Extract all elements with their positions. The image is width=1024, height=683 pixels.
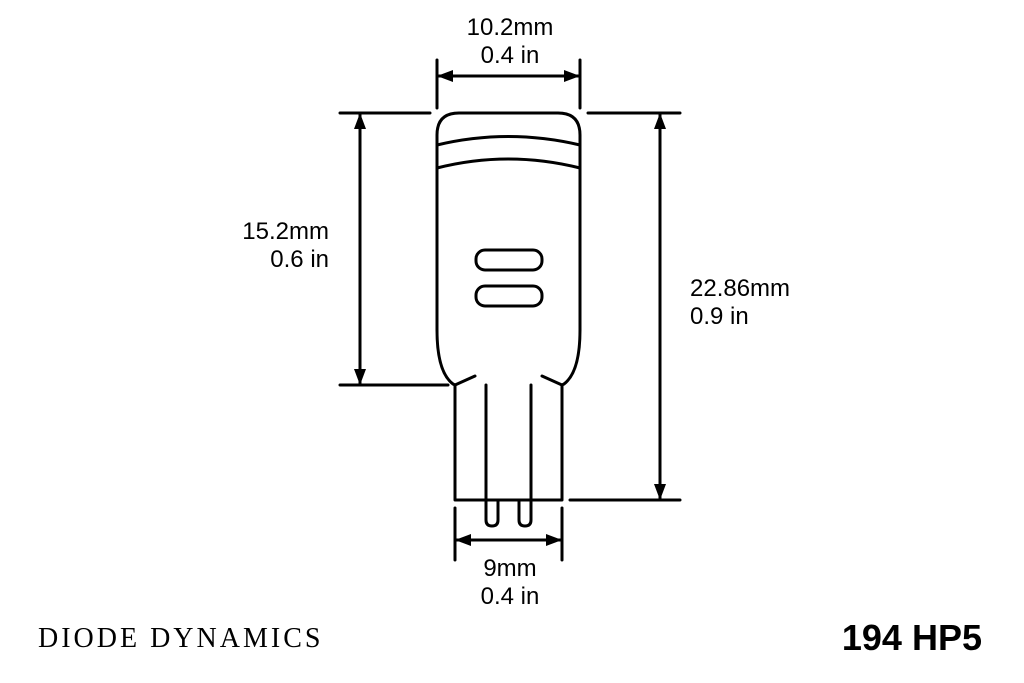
- dim-top-label: 10.2mm 0.4 in: [460, 14, 560, 69]
- dim-right-mm: 22.86mm: [690, 275, 790, 302]
- dim-top-arrow-r: [564, 70, 580, 82]
- model-text: 194 HP5: [842, 617, 982, 659]
- dim-bottom-in: 0.4 in: [481, 583, 540, 610]
- dim-left-arrow-t: [354, 113, 366, 129]
- shoulder-left: [455, 376, 475, 385]
- dim-top-in: 0.4 in: [481, 42, 540, 69]
- dim-bot-arrow-l: [455, 534, 471, 546]
- wire-right: [519, 385, 531, 526]
- dim-right-arrow-b: [654, 484, 666, 500]
- dim-bottom-mm: 9mm: [483, 555, 536, 582]
- wire-left: [486, 385, 498, 526]
- top-band-1: [437, 137, 580, 146]
- dim-right-label: 22.86mm 0.9 in: [690, 275, 790, 330]
- dim-left-arrow-b: [354, 369, 366, 385]
- dim-left-in: 0.6 in: [270, 246, 329, 273]
- brand-text: DIODE DYNAMICS: [38, 623, 323, 655]
- dim-top-arrow-l: [437, 70, 453, 82]
- dim-left-label: 15.2mm 0.6 in: [242, 218, 329, 273]
- dim-right-arrow-t: [654, 113, 666, 129]
- dim-right-in: 0.9 in: [690, 303, 749, 330]
- dim-bot-arrow-r: [546, 534, 562, 546]
- slot-2: [476, 286, 542, 306]
- dim-bottom-label: 9mm 0.4 in: [470, 555, 550, 610]
- dim-left-mm: 15.2mm: [242, 218, 329, 245]
- shoulder-right: [542, 376, 562, 385]
- dim-top-mm: 10.2mm: [467, 14, 554, 41]
- top-band-2: [437, 159, 580, 168]
- slot-1: [476, 250, 542, 270]
